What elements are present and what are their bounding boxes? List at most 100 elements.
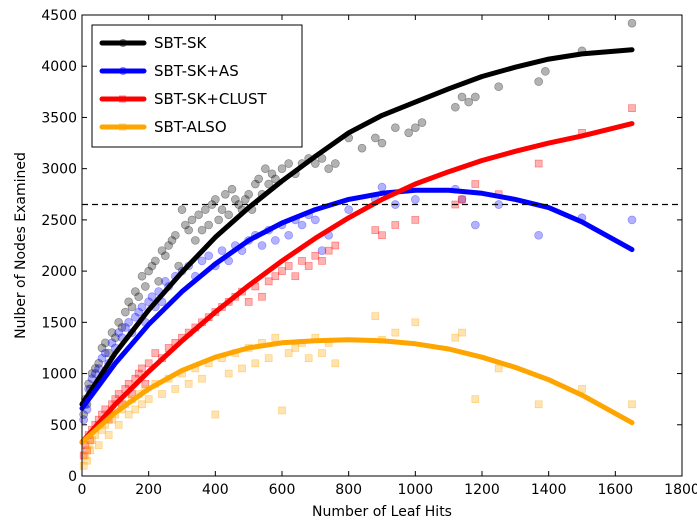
data-point-series-3 <box>238 364 246 373</box>
data-point-series-0 <box>131 287 140 296</box>
data-point-series-0 <box>174 261 183 271</box>
data-point-series-2 <box>291 272 300 281</box>
y-tick-label: 0 <box>68 469 77 485</box>
data-point-series-0 <box>114 318 123 327</box>
data-point-series-3 <box>628 400 636 409</box>
data-point-series-3 <box>171 385 180 393</box>
data-point-series-2 <box>311 251 320 260</box>
data-point-series-0 <box>171 230 180 240</box>
data-point-series-0 <box>457 92 467 102</box>
data-point-series-0 <box>141 282 150 291</box>
x-tick-label: 0 <box>78 482 87 498</box>
data-point-series-2 <box>324 246 333 255</box>
data-point-series-0 <box>211 195 220 204</box>
data-point-series-0 <box>224 210 233 220</box>
data-point-series-1 <box>131 312 140 322</box>
data-point-series-1 <box>284 230 293 240</box>
data-point-series-0 <box>154 277 163 286</box>
data-point-series-1 <box>627 215 637 225</box>
fit-lines <box>79 47 635 445</box>
data-point-series-0 <box>377 138 387 148</box>
data-point-series-2 <box>378 231 386 240</box>
data-point-series-2 <box>318 257 326 265</box>
data-point-series-0 <box>181 220 190 230</box>
data-point-series-1 <box>457 195 467 204</box>
axis-ticks: 0 200 400 600 800 1000 1200 1400 1600 1800 0 500 100… <box>41 8 697 498</box>
data-point-series-0 <box>124 297 133 307</box>
data-point-series-2 <box>278 267 286 275</box>
data-point-series-1 <box>124 318 133 327</box>
data-point-series-0 <box>91 364 100 373</box>
data-point-series-0 <box>471 92 480 102</box>
x-tick-label: 1600 <box>598 482 634 498</box>
data-point-series-0 <box>284 159 293 168</box>
data-point-series-0 <box>137 271 147 281</box>
data-point-series-0 <box>221 189 230 199</box>
data-point-series-0 <box>231 195 240 204</box>
data-point-series-0 <box>87 369 97 378</box>
data-point-series-0 <box>534 77 543 86</box>
legend-label: SBT-SK+AS <box>154 62 239 80</box>
data-point-series-2 <box>298 257 306 265</box>
x-tick-label: 1200 <box>464 482 500 498</box>
data-point-series-1 <box>147 292 157 302</box>
fit-line-series-1 <box>79 187 635 411</box>
x-tick-label: 200 <box>135 482 162 498</box>
y-tick-label: 4500 <box>41 8 77 24</box>
data-point-series-3 <box>211 410 220 419</box>
data-point-series-1 <box>134 307 143 317</box>
data-point-series-1 <box>161 277 170 286</box>
scatter-points <box>79 18 637 470</box>
data-point-series-0 <box>184 225 193 235</box>
data-point-series-0 <box>244 189 253 199</box>
data-point-series-3 <box>471 395 480 403</box>
data-point-series-3 <box>184 379 193 388</box>
data-point-series-3 <box>224 369 233 378</box>
data-point-series-1 <box>79 415 88 424</box>
data-point-series-1 <box>257 241 267 250</box>
y-tick-label: 2500 <box>41 213 77 229</box>
data-point-series-0 <box>111 333 120 343</box>
data-point-series-0 <box>371 133 380 143</box>
data-point-series-0 <box>227 184 237 194</box>
data-point-series-1 <box>271 236 280 245</box>
data-point-series-3 <box>271 333 280 342</box>
data-point-series-0 <box>164 241 173 250</box>
data-point-series-0 <box>161 251 170 261</box>
data-point-series-0 <box>117 323 127 332</box>
data-point-series-3 <box>83 456 91 465</box>
data-point-series-1 <box>344 205 353 214</box>
legend-marker <box>119 67 127 75</box>
data-point-series-0 <box>277 164 287 173</box>
data-point-series-3 <box>411 318 420 327</box>
y-tick-label: 500 <box>50 418 77 434</box>
legend-marker <box>119 39 127 47</box>
data-point-series-0 <box>411 123 420 132</box>
data-point-series-2 <box>151 349 160 357</box>
data-point-series-3 <box>264 354 273 362</box>
data-point-series-3 <box>291 344 300 352</box>
data-point-series-1 <box>411 195 420 204</box>
data-point-series-2 <box>391 221 400 229</box>
fit-line-series-3 <box>79 337 635 445</box>
data-point-series-0 <box>254 174 263 184</box>
fit-line-series-2 <box>79 121 635 445</box>
data-point-series-0 <box>101 338 110 348</box>
data-point-series-3 <box>451 333 460 342</box>
data-point-series-1 <box>107 338 117 348</box>
legend-label: SBT-SK+CLUST <box>154 90 268 108</box>
data-point-series-3 <box>534 400 543 409</box>
data-point-series-3 <box>318 349 326 357</box>
x-tick-label: 400 <box>202 482 229 498</box>
data-point-series-3 <box>198 374 206 383</box>
data-point-series-1 <box>97 353 107 363</box>
data-point-series-0 <box>404 128 413 138</box>
data-point-series-0 <box>311 159 320 168</box>
data-point-series-0 <box>121 307 130 317</box>
data-point-series-0 <box>167 236 177 245</box>
data-point-series-3 <box>278 406 286 415</box>
data-point-series-1 <box>471 220 480 230</box>
data-point-series-0 <box>204 220 213 230</box>
data-point-series-0 <box>144 266 153 276</box>
data-point-series-2 <box>284 262 293 270</box>
